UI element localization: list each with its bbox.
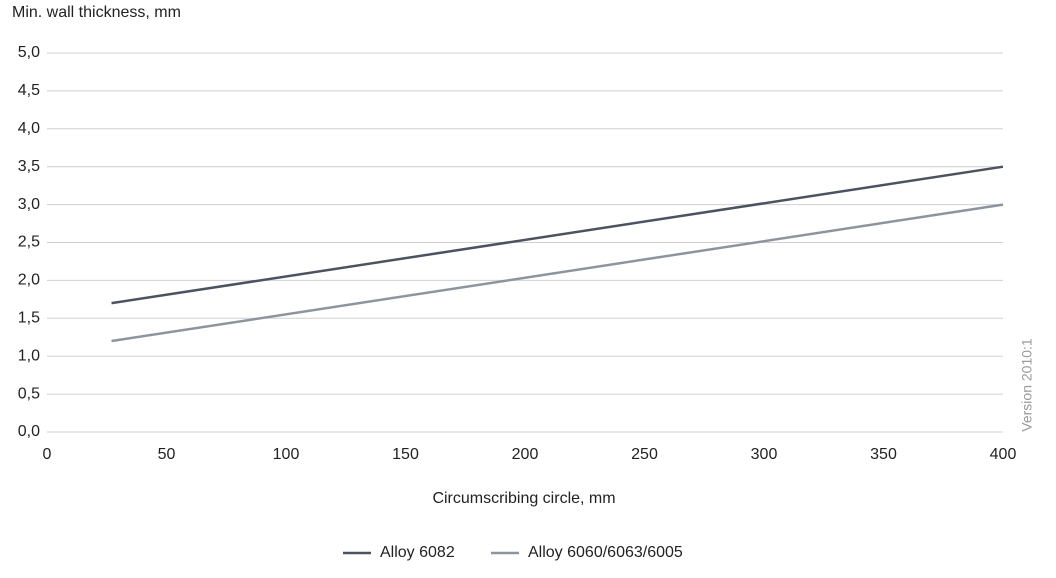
y-tick-label: 2,5	[18, 234, 40, 251]
y-tick-label: 0,0	[18, 423, 40, 440]
y-axis-label: Min. wall thickness, mm	[12, 4, 181, 21]
x-tick-label: 200	[512, 446, 539, 463]
version-note: Version 2010:1	[1019, 338, 1035, 432]
y-tick-label: 5,0	[18, 44, 40, 61]
y-tick-label: 3,5	[18, 158, 40, 175]
line-series	[111, 165, 1004, 305]
x-tick-label: 0	[43, 446, 52, 463]
y-tick-label: 4,5	[18, 82, 40, 99]
x-tick-label: 50	[158, 446, 176, 463]
y-tick-label: 0,5	[18, 385, 40, 402]
legend-label: Alloy 6082	[380, 544, 455, 561]
line-series	[111, 203, 1004, 343]
y-tick-label: 1,0	[18, 347, 40, 364]
x-tick-label: 150	[392, 446, 419, 463]
x-tick-label: 100	[273, 446, 300, 463]
x-tick-label: 250	[631, 446, 658, 463]
x-tick-label: 350	[870, 446, 897, 463]
y-tick-label: 1,5	[18, 310, 40, 327]
y-tick-label: 4,0	[18, 120, 40, 137]
x-tick-label: 300	[751, 446, 778, 463]
y-tick-label: 2,0	[18, 272, 40, 289]
legend-label: Alloy 6060/6063/6005	[528, 544, 683, 561]
x-axis-label: Circumscribing circle, mm	[432, 490, 615, 507]
x-tick-label: 400	[990, 446, 1017, 463]
y-tick-label: 3,0	[18, 196, 40, 213]
